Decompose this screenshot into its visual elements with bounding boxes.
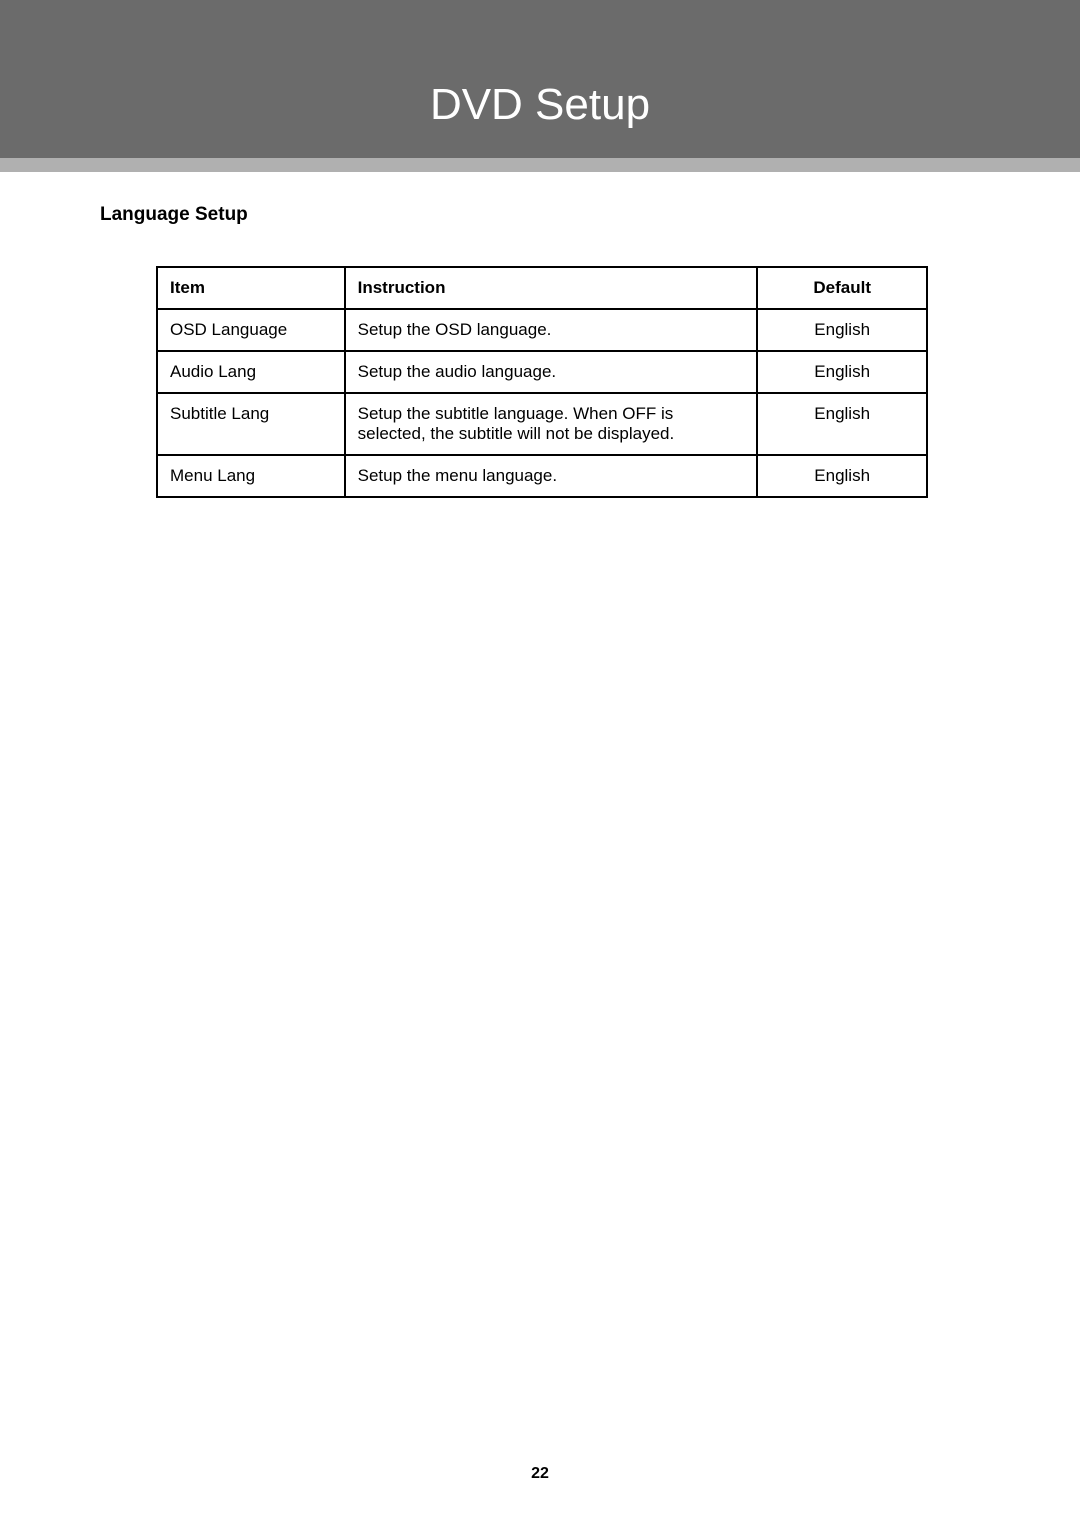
content-area: Language Setup Item Instruction Default … <box>0 172 1080 498</box>
table-row: Menu Lang Setup the menu language. Engli… <box>157 455 927 497</box>
column-header-default: Default <box>757 267 927 309</box>
cell-instruction: Setup the menu language. <box>345 455 758 497</box>
cell-instruction: Setup the audio language. <box>345 351 758 393</box>
section-title: Language Setup <box>100 204 980 226</box>
table-row: OSD Language Setup the OSD language. Eng… <box>157 309 927 351</box>
cell-item: Audio Lang <box>157 351 345 393</box>
cell-instruction: Setup the OSD language. <box>345 309 758 351</box>
page-header: DVD Setup <box>0 0 1080 158</box>
column-header-item: Item <box>157 267 345 309</box>
cell-default: English <box>757 393 927 455</box>
table-row: Audio Lang Setup the audio language. Eng… <box>157 351 927 393</box>
cell-instruction: Setup the subtitle language. When OFF is… <box>345 393 758 455</box>
page-number: 22 <box>0 1465 1080 1483</box>
cell-item: Menu Lang <box>157 455 345 497</box>
cell-default: English <box>757 351 927 393</box>
header-underline <box>0 158 1080 172</box>
cell-default: English <box>757 455 927 497</box>
language-setup-table: Item Instruction Default OSD Language Se… <box>156 266 928 498</box>
cell-default: English <box>757 309 927 351</box>
page-title: DVD Setup <box>0 80 1080 130</box>
table-header-row: Item Instruction Default <box>157 267 927 309</box>
column-header-instruction: Instruction <box>345 267 758 309</box>
cell-item: Subtitle Lang <box>157 393 345 455</box>
table-row: Subtitle Lang Setup the subtitle languag… <box>157 393 927 455</box>
cell-item: OSD Language <box>157 309 345 351</box>
